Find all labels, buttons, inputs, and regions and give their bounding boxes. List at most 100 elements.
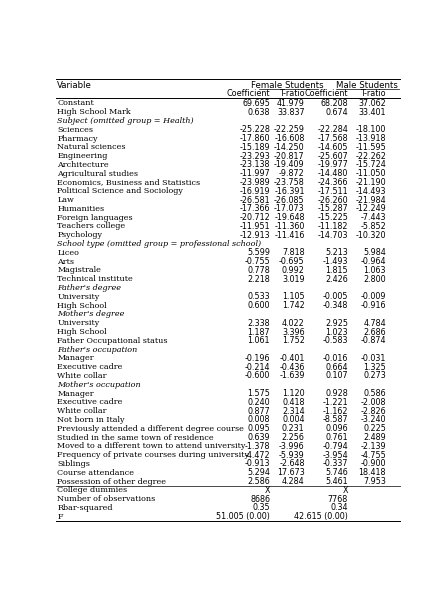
Text: -20.817: -20.817 — [274, 152, 305, 161]
Text: -16.391: -16.391 — [274, 187, 305, 196]
Text: University: University — [57, 293, 100, 301]
Text: Architecture: Architecture — [57, 161, 109, 169]
Text: 3.396: 3.396 — [282, 327, 305, 337]
Text: 0.225: 0.225 — [363, 424, 386, 433]
Text: -16.919: -16.919 — [239, 187, 270, 196]
Text: 5.461: 5.461 — [325, 477, 348, 486]
Text: T-ratio: T-ratio — [360, 89, 386, 98]
Text: 2.314: 2.314 — [282, 407, 305, 415]
Text: 0.928: 0.928 — [325, 389, 348, 398]
Text: -14.480: -14.480 — [318, 169, 348, 178]
Text: Liceo: Liceo — [57, 249, 79, 257]
Text: 0.586: 0.586 — [364, 389, 386, 398]
Text: -2.008: -2.008 — [360, 398, 386, 407]
Text: -11.050: -11.050 — [356, 169, 386, 178]
Text: -3.996: -3.996 — [279, 442, 305, 451]
Text: Political Science and Sociology: Political Science and Sociology — [57, 187, 183, 195]
Text: 42.615 (0.00): 42.615 (0.00) — [294, 512, 348, 521]
Text: -9.872: -9.872 — [279, 169, 305, 178]
Text: Manager: Manager — [57, 355, 94, 362]
Text: High School: High School — [57, 302, 107, 309]
Text: 68.208: 68.208 — [320, 99, 348, 108]
Text: Manager: Manager — [57, 389, 94, 397]
Text: 33.401: 33.401 — [359, 108, 386, 117]
Text: Subject (omitted group = Health): Subject (omitted group = Health) — [57, 117, 194, 125]
Text: -0.964: -0.964 — [360, 257, 386, 266]
Text: -16.608: -16.608 — [274, 134, 305, 143]
Text: -23.138: -23.138 — [240, 160, 270, 169]
Text: -14.703: -14.703 — [318, 231, 348, 240]
Text: 0.664: 0.664 — [326, 362, 348, 371]
Text: -25.607: -25.607 — [317, 152, 348, 161]
Text: -11.416: -11.416 — [274, 231, 305, 240]
Text: Foreign languages: Foreign languages — [57, 214, 133, 222]
Text: 1.187: 1.187 — [247, 327, 270, 337]
Text: -12.249: -12.249 — [355, 205, 386, 213]
Text: -21.984: -21.984 — [356, 196, 386, 205]
Text: -26.260: -26.260 — [317, 196, 348, 205]
Text: Constant: Constant — [57, 99, 94, 107]
Text: -11.182: -11.182 — [318, 222, 348, 231]
Text: 7768: 7768 — [328, 495, 348, 504]
Text: 5.294: 5.294 — [247, 468, 270, 477]
Text: 1.061: 1.061 — [247, 337, 270, 346]
Text: 3.019: 3.019 — [282, 275, 305, 284]
Text: 5.213: 5.213 — [325, 249, 348, 258]
Text: 4.022: 4.022 — [282, 318, 305, 327]
Text: -11.951: -11.951 — [239, 222, 270, 231]
Text: -19.977: -19.977 — [317, 160, 348, 169]
Text: Pharmacy: Pharmacy — [57, 135, 98, 143]
Text: Father Occupational status: Father Occupational status — [57, 337, 168, 345]
Text: Frequency of private courses during university: Frequency of private courses during univ… — [57, 451, 249, 459]
Text: Possession of other degree: Possession of other degree — [57, 477, 166, 485]
Text: -11.997: -11.997 — [239, 169, 270, 178]
Text: -10.320: -10.320 — [356, 231, 386, 240]
Text: -17.511: -17.511 — [317, 187, 348, 196]
Text: 0.008: 0.008 — [247, 415, 270, 424]
Text: Agricultural studies: Agricultural studies — [57, 170, 138, 178]
Text: Previously attended a different degree course: Previously attended a different degree c… — [57, 425, 244, 433]
Text: X: X — [265, 486, 270, 495]
Text: -11.360: -11.360 — [274, 222, 305, 231]
Text: -2.648: -2.648 — [279, 459, 305, 468]
Text: 2.489: 2.489 — [363, 433, 386, 442]
Text: -15.287: -15.287 — [317, 205, 348, 213]
Text: 7.953: 7.953 — [363, 477, 386, 486]
Text: -24.366: -24.366 — [318, 178, 348, 187]
Text: T-ratio: T-ratio — [279, 89, 305, 98]
Text: -2.826: -2.826 — [360, 407, 386, 415]
Text: -5.939: -5.939 — [279, 451, 305, 459]
Text: Natural sciences: Natural sciences — [57, 143, 126, 151]
Text: 1.815: 1.815 — [325, 266, 348, 275]
Text: Economics, Business and Statistics: Economics, Business and Statistics — [57, 179, 201, 187]
Text: -0.695: -0.695 — [279, 257, 305, 266]
Text: 0.600: 0.600 — [247, 301, 270, 310]
Text: -3.240: -3.240 — [360, 415, 386, 424]
Text: -0.031: -0.031 — [360, 354, 386, 363]
Text: 0.273: 0.273 — [363, 371, 386, 380]
Text: -14.250: -14.250 — [274, 143, 305, 152]
Text: -1.639: -1.639 — [279, 371, 305, 380]
Text: School type (omitted group = professional school): School type (omitted group = professiona… — [57, 240, 262, 248]
Text: -15.724: -15.724 — [355, 160, 386, 169]
Text: -17.860: -17.860 — [240, 134, 270, 143]
Text: 4.784: 4.784 — [364, 318, 386, 327]
Text: -23.293: -23.293 — [239, 152, 270, 161]
Text: -0.583: -0.583 — [323, 337, 348, 346]
Text: Teachers college: Teachers college — [57, 223, 125, 231]
Text: Female Students: Female Students — [251, 81, 324, 90]
Text: Sciences: Sciences — [57, 126, 93, 134]
Text: 0.418: 0.418 — [282, 398, 305, 407]
Text: 2.218: 2.218 — [247, 275, 270, 284]
Text: Law: Law — [57, 196, 74, 204]
Text: 17.673: 17.673 — [277, 468, 305, 477]
Text: -17.568: -17.568 — [317, 134, 348, 143]
Text: Variable: Variable — [57, 81, 92, 90]
Text: Magistrale: Magistrale — [57, 267, 101, 275]
Text: -1.162: -1.162 — [323, 407, 348, 415]
Text: -26.581: -26.581 — [239, 196, 270, 205]
Text: Studied in the same town of residence: Studied in the same town of residence — [57, 433, 214, 441]
Text: 0.761: 0.761 — [325, 433, 348, 442]
Text: 0.877: 0.877 — [247, 407, 270, 415]
Text: -25.228: -25.228 — [239, 125, 270, 134]
